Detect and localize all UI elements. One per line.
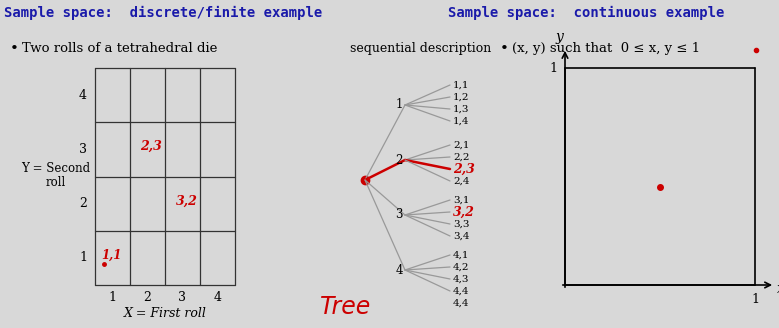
Text: 2,4: 2,4 xyxy=(453,176,470,186)
Text: Tree: Tree xyxy=(320,295,372,319)
Text: 1,3: 1,3 xyxy=(453,105,470,113)
Text: 4,3: 4,3 xyxy=(453,275,470,283)
Text: sequential description: sequential description xyxy=(350,42,492,55)
Text: 1,4: 1,4 xyxy=(453,116,470,126)
Text: 1: 1 xyxy=(751,293,759,306)
Text: 2,3: 2,3 xyxy=(140,140,162,153)
Text: 4,2: 4,2 xyxy=(453,262,470,272)
Text: roll: roll xyxy=(46,176,66,189)
Text: x: x xyxy=(777,282,779,296)
Text: 4,4: 4,4 xyxy=(453,286,470,296)
Text: 1: 1 xyxy=(108,291,117,304)
Text: 3: 3 xyxy=(79,143,87,156)
Text: 3,1: 3,1 xyxy=(453,195,470,204)
Text: 3,2: 3,2 xyxy=(453,206,475,218)
Text: 1: 1 xyxy=(549,62,557,74)
Text: X = First roll: X = First roll xyxy=(124,307,206,320)
Text: 2: 2 xyxy=(79,197,87,210)
Text: 1,1: 1,1 xyxy=(453,80,470,90)
Text: Y = Second: Y = Second xyxy=(22,162,90,175)
Text: •: • xyxy=(10,42,19,56)
Text: 2,3: 2,3 xyxy=(453,162,475,175)
Text: 4,1: 4,1 xyxy=(453,251,470,259)
Text: 1,2: 1,2 xyxy=(453,92,470,101)
Text: 4: 4 xyxy=(396,263,403,277)
Text: 4: 4 xyxy=(213,291,221,304)
Text: 3,2: 3,2 xyxy=(175,195,197,207)
Text: 2: 2 xyxy=(396,154,403,167)
Text: 4,4: 4,4 xyxy=(453,299,470,308)
Text: 2,2: 2,2 xyxy=(453,153,470,161)
Text: 1: 1 xyxy=(79,251,87,264)
Text: 3: 3 xyxy=(396,209,403,221)
Text: 3,3: 3,3 xyxy=(453,219,470,229)
Text: 1,1: 1,1 xyxy=(101,249,122,262)
Text: 1: 1 xyxy=(396,98,403,112)
Text: 4: 4 xyxy=(79,89,87,102)
Text: 3,4: 3,4 xyxy=(453,232,470,240)
Text: Sample space:  discrete/finite example: Sample space: discrete/finite example xyxy=(4,6,323,20)
Text: 3: 3 xyxy=(178,291,186,304)
Text: •: • xyxy=(500,42,509,56)
Text: Two rolls of a tetrahedral die: Two rolls of a tetrahedral die xyxy=(22,42,217,55)
Text: (x, y) such that  0 ≤ x, y ≤ 1: (x, y) such that 0 ≤ x, y ≤ 1 xyxy=(512,42,700,55)
Text: 2,1: 2,1 xyxy=(453,140,470,150)
Text: Sample space:  continuous example: Sample space: continuous example xyxy=(448,6,724,20)
Text: 2: 2 xyxy=(143,291,151,304)
Text: y: y xyxy=(555,30,563,44)
